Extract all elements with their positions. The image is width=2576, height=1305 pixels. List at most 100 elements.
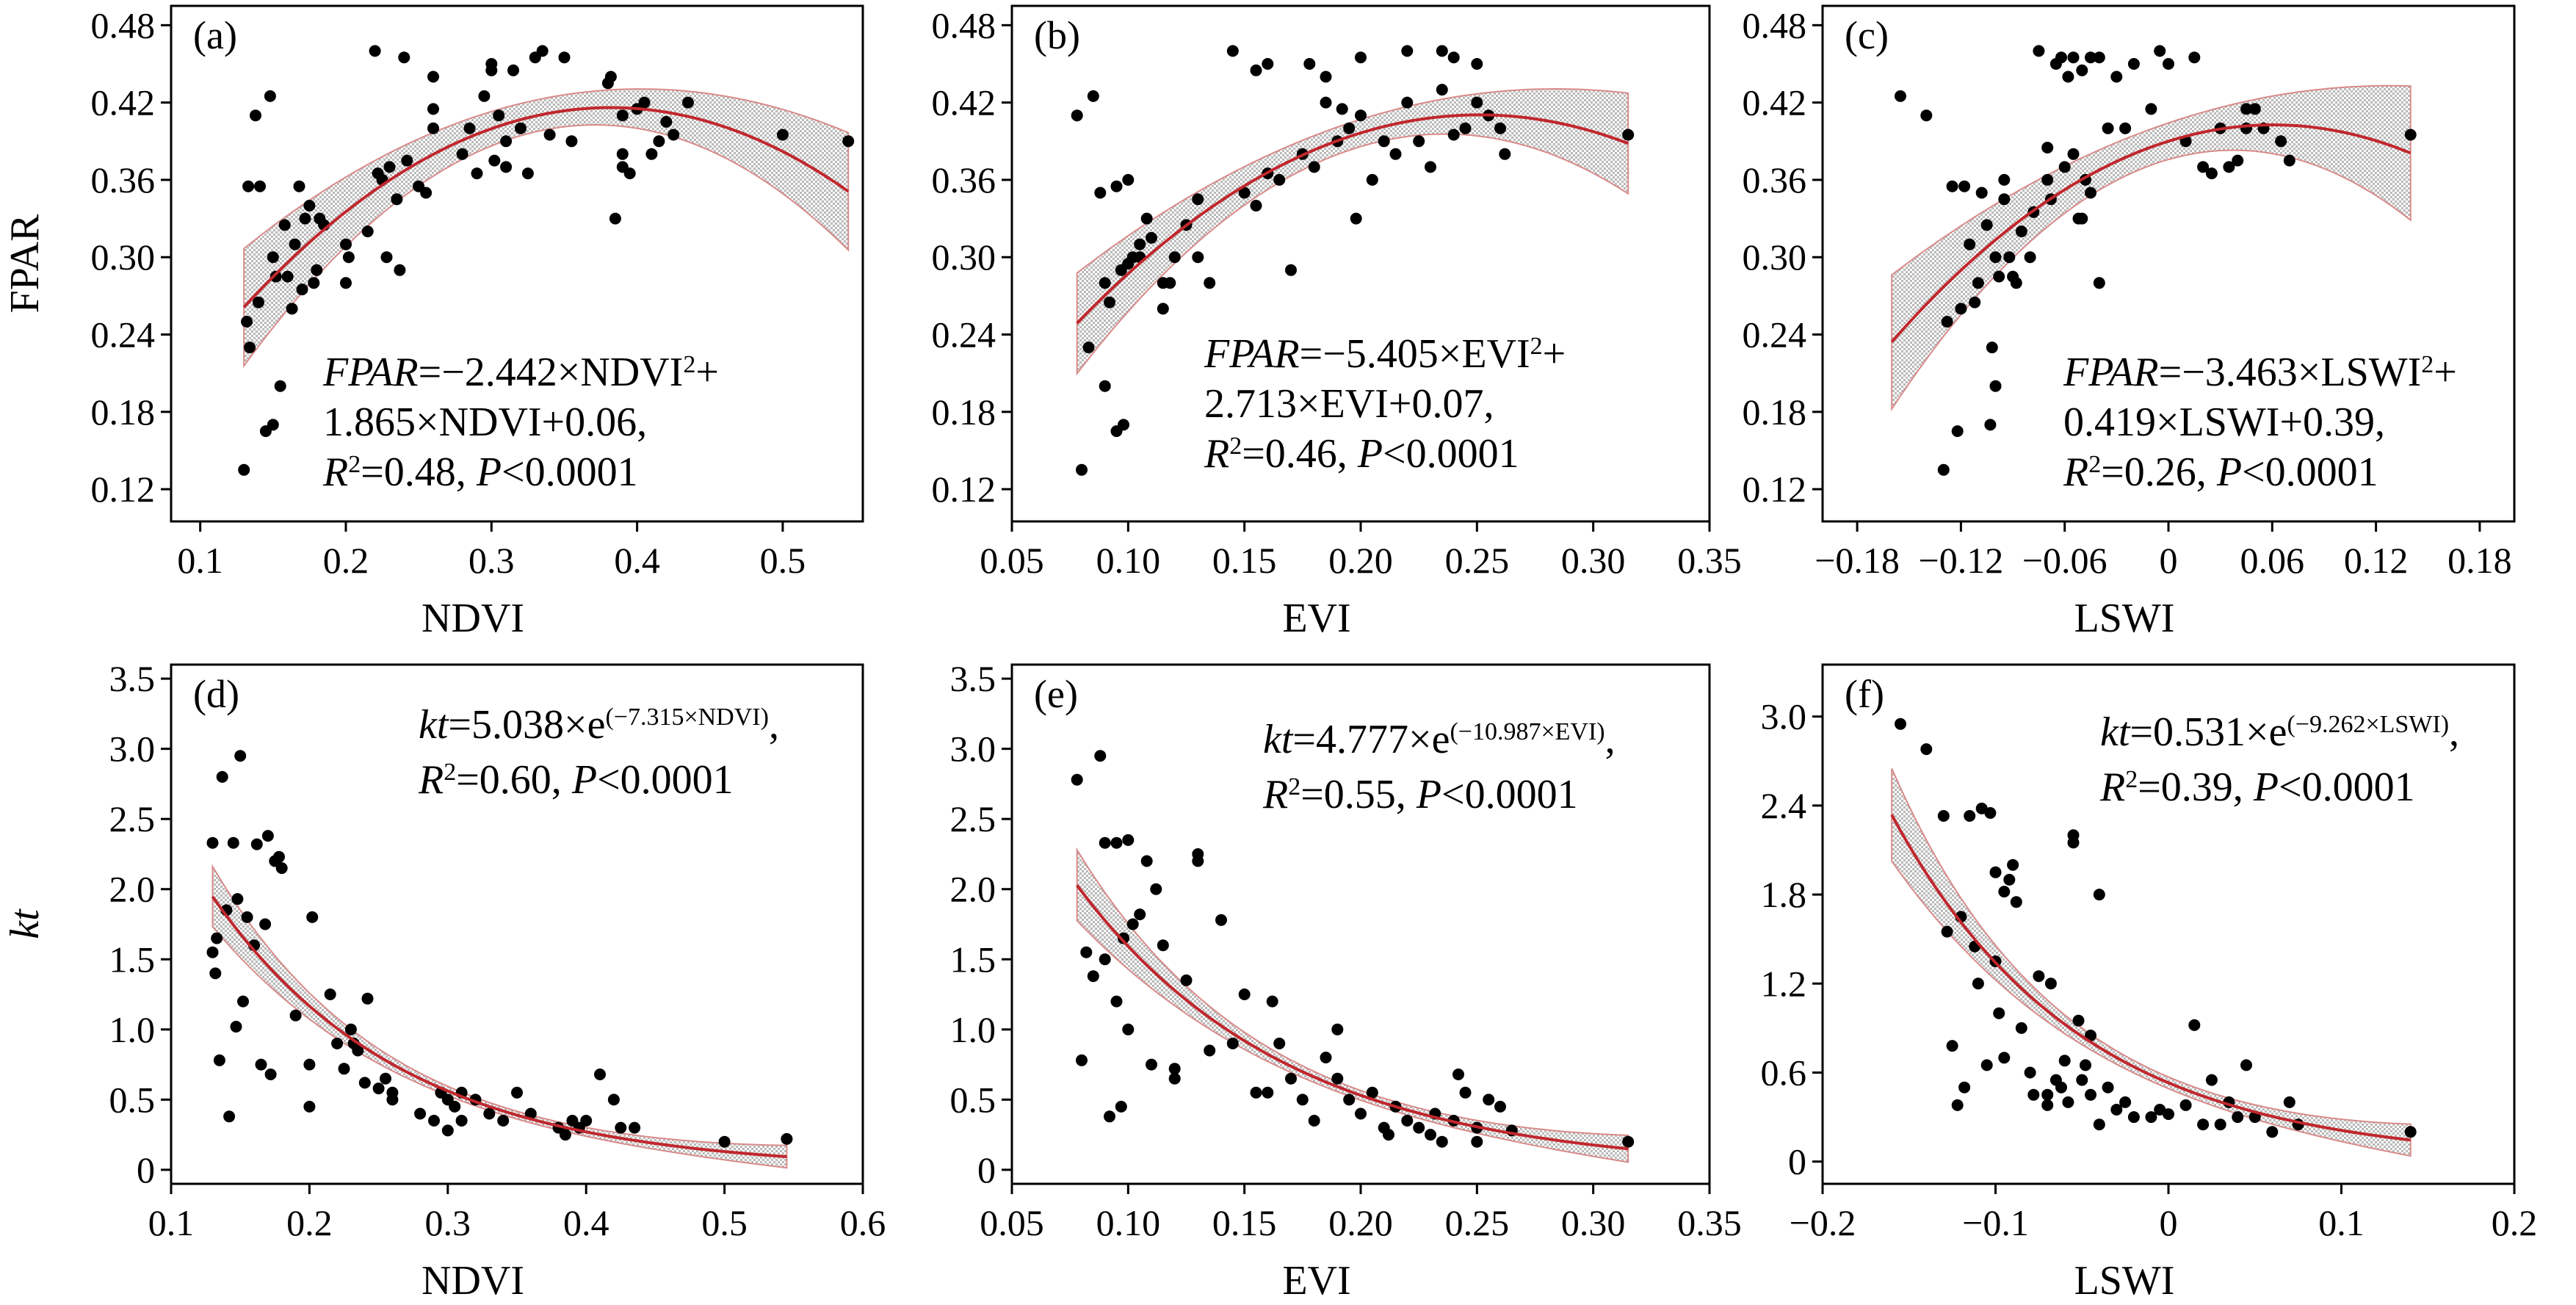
data-point <box>380 251 393 264</box>
data-point <box>638 96 651 109</box>
data-point <box>1140 855 1153 867</box>
equation-line-1: FPAR=−2.442×NDVI2+ <box>322 350 719 395</box>
data-point <box>607 1093 620 1106</box>
data-point <box>1087 90 1099 102</box>
data-point <box>1920 743 1933 756</box>
y-tick-label: 1.0 <box>109 1009 156 1050</box>
data-point <box>2093 51 2105 64</box>
data-point <box>206 836 219 849</box>
data-point <box>2062 71 2074 83</box>
data-point <box>645 148 658 160</box>
data-point <box>250 838 263 850</box>
data-point <box>361 992 374 1005</box>
fit-curve <box>242 106 850 308</box>
y-tick-label: 0.18 <box>1743 391 1807 433</box>
y-tick-label: 0.42 <box>1743 82 1807 123</box>
data-point <box>344 1023 357 1035</box>
data-point <box>1383 1129 1394 1141</box>
data-point <box>1401 45 1414 57</box>
data-point <box>1471 96 1483 109</box>
y-tick-label: 2.4 <box>1761 785 1807 826</box>
data-point <box>2404 1126 2417 1138</box>
y-tick-label: 1.5 <box>109 939 156 980</box>
data-point <box>281 270 294 283</box>
data-point <box>2110 71 2123 83</box>
data-point <box>299 212 311 225</box>
data-point <box>383 161 396 173</box>
data-point <box>216 770 228 783</box>
data-point <box>653 135 665 148</box>
data-point <box>1099 380 1111 392</box>
data-point <box>2003 873 2016 886</box>
equation-line-2: 0.419×LSWI+0.39, <box>2063 400 2385 445</box>
x-tick-label: 0.20 <box>1328 540 1393 581</box>
data-point <box>1998 1052 2011 1064</box>
data-point <box>2197 1118 2210 1131</box>
x-tick-label: 0.2 <box>2492 1202 2538 1243</box>
y-tick-label: 0.24 <box>91 314 156 355</box>
data-point <box>1285 264 1297 276</box>
data-point <box>2041 173 2054 186</box>
equation-line-2: R2=0.60, P<0.0001 <box>418 757 734 803</box>
data-point <box>2010 277 2022 289</box>
data-point <box>2055 1081 2067 1093</box>
data-point <box>1168 251 1181 264</box>
fit-curve <box>1890 123 2412 343</box>
data-point <box>1094 750 1107 762</box>
x-tick-label: 0.05 <box>980 540 1044 581</box>
data-point <box>2027 1088 2040 1101</box>
data-point <box>2205 167 2218 180</box>
x-tick-label: 0.15 <box>1212 1202 1277 1243</box>
data-point <box>1355 109 1367 122</box>
data-point <box>289 238 301 250</box>
data-point <box>2041 1099 2054 1111</box>
data-point <box>1308 161 1320 173</box>
data-point <box>2072 1014 2085 1027</box>
data-point <box>1331 1072 1344 1085</box>
equation-line-1: kt=0.531×e(−9.262×LSWI), <box>2100 709 2459 755</box>
data-point <box>342 251 355 264</box>
y-tick-label: 3.5 <box>109 658 156 699</box>
data-point <box>1955 303 1967 315</box>
data-point <box>1389 148 1402 160</box>
equation-line-3: R2=0.26, P<0.0001 <box>2063 449 2378 495</box>
data-point <box>2067 51 2080 64</box>
data-point <box>1150 883 1162 895</box>
data-point <box>493 109 505 122</box>
panel-label: (f) <box>1845 672 1884 716</box>
data-point <box>428 1115 440 1127</box>
data-point <box>261 830 274 842</box>
data-point <box>2163 58 2174 70</box>
data-point <box>1285 1072 1297 1085</box>
data-point <box>2179 1099 2192 1111</box>
x-tick-label: 0.35 <box>1677 1202 1742 1243</box>
data-point <box>1355 1107 1367 1120</box>
y-tick-label: 2.5 <box>950 798 996 839</box>
data-point <box>1087 970 1099 983</box>
data-point <box>241 911 253 923</box>
data-point <box>1104 296 1115 308</box>
data-point <box>543 129 556 141</box>
data-point <box>2283 1096 2295 1108</box>
data-point <box>616 148 629 160</box>
x-tick-label: 0.10 <box>1096 1202 1161 1243</box>
x-axis-label: LSWI <box>2074 1258 2175 1304</box>
data-point <box>2015 225 2027 238</box>
data-point <box>441 1124 454 1137</box>
data-point <box>497 1115 510 1127</box>
data-point <box>303 1058 316 1071</box>
y-tick-label: 0.36 <box>91 159 156 200</box>
equation-line-2: R2=0.55, P<0.0001 <box>1262 772 1578 817</box>
y-tick-label: 0.5 <box>950 1079 996 1120</box>
data-point <box>604 71 617 83</box>
data-point <box>500 135 513 148</box>
y-tick-label: 0 <box>1788 1141 1806 1182</box>
data-point <box>1998 886 2011 898</box>
data-point <box>1998 173 2011 186</box>
data-point <box>1115 1100 1127 1113</box>
data-point <box>455 1115 468 1127</box>
data-point <box>340 238 352 250</box>
data-point <box>1226 1037 1239 1049</box>
chart-panel-1: 0.1 0.2 0.3 0.4 0.5 0.12 0.18 0.24 0.30 0.36 0.42 0… <box>2 4 864 641</box>
data-point <box>361 225 374 238</box>
